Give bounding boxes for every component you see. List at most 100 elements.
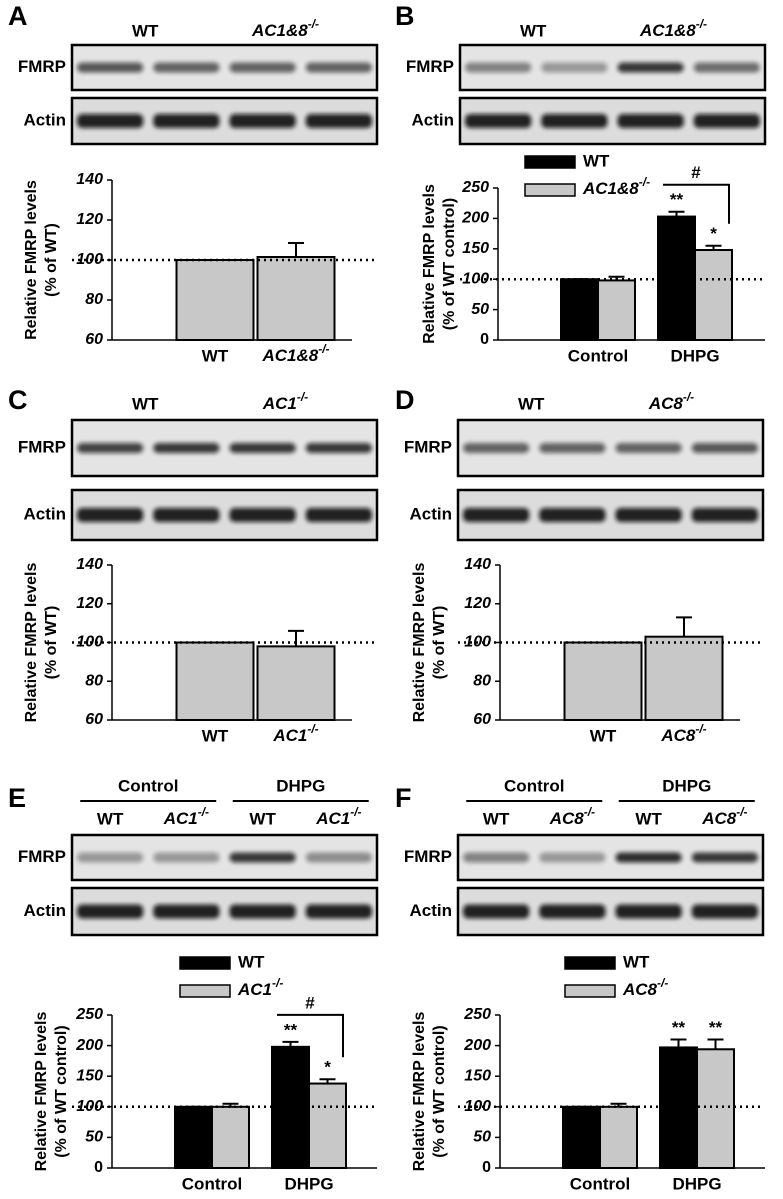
bar — [175, 259, 255, 341]
blot-band — [691, 508, 758, 522]
legend-label: WT — [623, 952, 650, 971]
text-base: AC1 — [237, 980, 272, 999]
text-base: AC8 — [701, 809, 737, 828]
y-tick-label: 150 — [76, 1067, 103, 1084]
blot-row-label: FMRP — [18, 437, 66, 456]
lane-label: WT — [97, 809, 124, 828]
blot-row-label: FMRP — [18, 57, 66, 76]
y-tick-label: 50 — [471, 301, 489, 318]
lane-label: WT — [483, 809, 510, 828]
y-tick-label: 100 — [462, 270, 489, 287]
panel-letter: A — [8, 1, 28, 31]
blot-row-label: Actin — [412, 110, 455, 129]
lane-label: WT — [249, 809, 276, 828]
blot-row-label: FMRP — [404, 847, 452, 866]
legend-label: AC1&8-/- — [582, 175, 650, 198]
y-tick-label: 0 — [480, 331, 489, 348]
lane-label: AC1&8-/- — [251, 17, 319, 40]
bar — [211, 1105, 250, 1170]
blot-band — [153, 443, 220, 453]
lane-label: WT — [132, 394, 159, 413]
legend-label: AC1-/- — [237, 976, 283, 999]
y-tick-label: 100 — [76, 251, 103, 268]
y-tick-label: 60 — [473, 711, 491, 728]
text-base: AC1&8 — [261, 346, 318, 365]
significance-mark: * — [324, 1058, 331, 1077]
bar — [599, 1105, 638, 1170]
error-bar — [288, 242, 304, 257]
text-superscript: -/- — [308, 17, 319, 31]
legend-swatch — [179, 956, 231, 970]
blot-band — [305, 62, 372, 73]
text-superscript: -/- — [696, 17, 707, 31]
bar — [694, 249, 733, 342]
text-superscript: -/- — [272, 976, 283, 990]
lane-label: AC1-/- — [163, 805, 209, 828]
panel-letter: F — [395, 783, 412, 813]
text-base: AC1 — [163, 809, 198, 828]
blot-band — [615, 508, 682, 522]
blot-band — [539, 904, 606, 919]
comparison-bracket — [277, 1013, 344, 1058]
y-tick-label: 140 — [76, 171, 103, 188]
y-tick-label: 0 — [94, 1159, 103, 1176]
blot-row-label: Actin — [410, 504, 453, 523]
blot-band — [153, 114, 220, 128]
lane-label: AC1&8-/- — [639, 17, 707, 40]
error-bar — [670, 1038, 687, 1048]
text-superscript: -/- — [584, 805, 595, 819]
error-bar — [676, 616, 692, 637]
bar — [256, 256, 336, 341]
blot-band — [77, 114, 144, 128]
blot-row-label: Actin — [24, 110, 67, 129]
blot-band — [229, 443, 296, 453]
bar — [659, 1046, 698, 1170]
text-base: AC8 — [549, 809, 585, 828]
y-axis-label: (% of WT) — [431, 606, 448, 680]
error-bar — [222, 1102, 239, 1107]
text-superscript: -/- — [657, 976, 668, 990]
error-bar — [707, 1038, 724, 1050]
blot-band — [229, 62, 296, 73]
lane-label: AC8-/- — [549, 805, 595, 828]
y-axis-label: Relative FMRP levels — [23, 180, 40, 340]
blot-row-label: Actin — [24, 504, 67, 523]
y-axis-label: Relative FMRP levels — [421, 184, 438, 344]
text-superscript: -/- — [297, 390, 308, 404]
blot-band — [305, 852, 372, 863]
x-tick-label: DHPG — [284, 1174, 333, 1193]
error-bar — [319, 1078, 336, 1084]
lane-label: AC1-/- — [262, 390, 308, 413]
y-tick-label: 50 — [85, 1129, 103, 1146]
legend-label: WT — [238, 952, 265, 971]
error-bar — [668, 210, 685, 217]
blot-band — [229, 508, 296, 522]
text-superscript: -/- — [695, 722, 706, 736]
text-superscript: -/- — [350, 805, 361, 819]
blot-band — [305, 443, 372, 453]
panel-letter: E — [8, 783, 26, 813]
blot-band — [541, 62, 608, 73]
lane-label: AC8-/- — [701, 805, 747, 828]
blot-band — [229, 852, 296, 863]
y-tick-label: 200 — [461, 210, 489, 227]
group-label: DHPG — [276, 776, 325, 795]
blot-band — [77, 904, 144, 919]
significance-mark: ** — [709, 1018, 723, 1037]
text-base: AC8 — [648, 394, 684, 413]
panel-letter: C — [8, 385, 28, 415]
text-superscript: -/- — [736, 805, 747, 819]
blot-row-label: Actin — [24, 901, 67, 920]
blot-band — [691, 443, 758, 453]
y-tick-label: 140 — [464, 556, 491, 573]
legend-swatch — [524, 183, 576, 197]
y-tick-label: 250 — [75, 1006, 103, 1023]
y-tick-label: 80 — [85, 672, 103, 689]
lane-label: AC1-/- — [315, 805, 361, 828]
y-tick-label: 80 — [85, 291, 103, 308]
y-axis-label: Relative FMRP levels — [23, 563, 40, 723]
y-tick-label: 150 — [462, 240, 489, 257]
y-axis-label: (% of WT) — [43, 223, 60, 297]
blot-row-label: FMRP — [404, 437, 452, 456]
